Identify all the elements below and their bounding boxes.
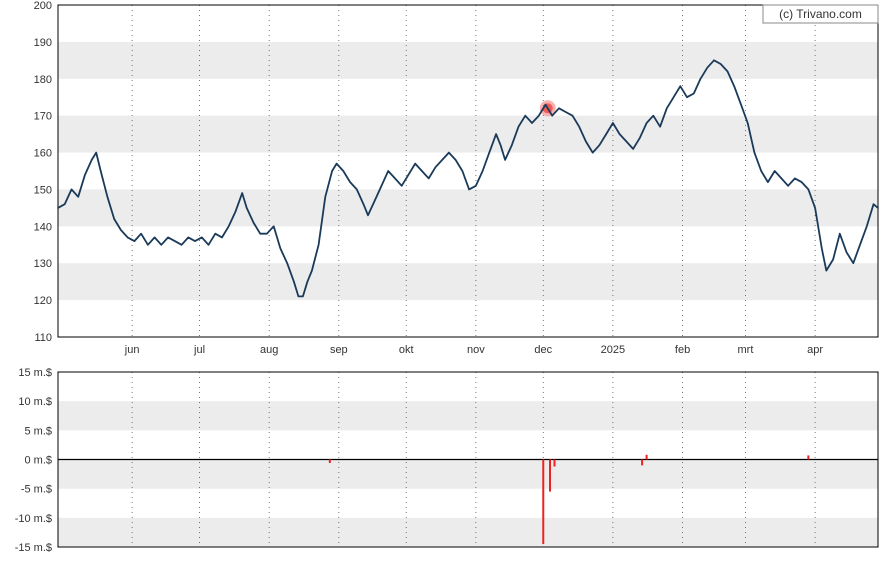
price-band xyxy=(58,116,878,153)
price-ytick-label: 180 xyxy=(34,74,52,86)
price-xtick-label: jul xyxy=(193,344,205,356)
volume-band xyxy=(58,460,878,489)
price-xtick-label: sep xyxy=(330,344,348,356)
price-ytick-label: 120 xyxy=(34,295,52,307)
price-band xyxy=(58,42,878,79)
volume-bar xyxy=(549,460,551,492)
price-xtick-label: feb xyxy=(675,344,690,356)
volume-ytick-label: -5 m.$ xyxy=(21,484,52,496)
volume-bar xyxy=(646,455,648,460)
price-ytick-label: 130 xyxy=(34,258,52,270)
price-xtick-label: nov xyxy=(467,344,485,356)
price-xtick-label: apr xyxy=(807,344,823,356)
chart-container: 110 120 130 140 150 160 170 180 190 200 jun jul aug s… xyxy=(0,0,888,565)
price-ytick-label: 160 xyxy=(34,148,52,160)
chart-svg: 110 120 130 140 150 160 170 180 190 200 jun jul aug s… xyxy=(0,0,888,565)
price-xtick-label: okt xyxy=(399,344,414,356)
volume-band xyxy=(58,518,878,547)
price-ytick-label: 150 xyxy=(34,184,52,196)
volume-ytick-label: 0 m.$ xyxy=(24,455,52,467)
price-xtick-label: jun xyxy=(124,344,140,356)
copyright-text: (c) Trivano.com xyxy=(779,7,862,21)
price-ytick-label: 110 xyxy=(34,332,52,344)
price-xtick-label: mrt xyxy=(738,344,754,356)
volume-bar xyxy=(807,455,809,459)
price-xtick-label: aug xyxy=(260,344,278,356)
volume-bar xyxy=(553,460,555,467)
volume-bar xyxy=(329,460,331,464)
volume-ytick-label: 10 m.$ xyxy=(18,396,52,408)
price-band xyxy=(58,189,878,226)
price-ytick-label: 170 xyxy=(34,111,52,123)
volume-bar xyxy=(542,460,544,545)
volume-band xyxy=(58,401,878,430)
price-ytick-label: 140 xyxy=(34,221,52,233)
price-xtick-label: dec xyxy=(534,344,552,356)
volume-bar xyxy=(641,460,643,466)
price-ytick-label: 200 xyxy=(34,0,52,12)
volume-ytick-label: -10 m.$ xyxy=(15,513,52,525)
price-ytick-label: 190 xyxy=(34,37,52,49)
price-xtick-label: 2025 xyxy=(601,344,625,356)
volume-ytick-label: -15 m.$ xyxy=(15,542,52,554)
volume-ytick-label: 15 m.$ xyxy=(18,367,52,379)
volume-ytick-label: 5 m.$ xyxy=(24,425,52,437)
price-line xyxy=(58,60,878,296)
price-band xyxy=(58,263,878,300)
